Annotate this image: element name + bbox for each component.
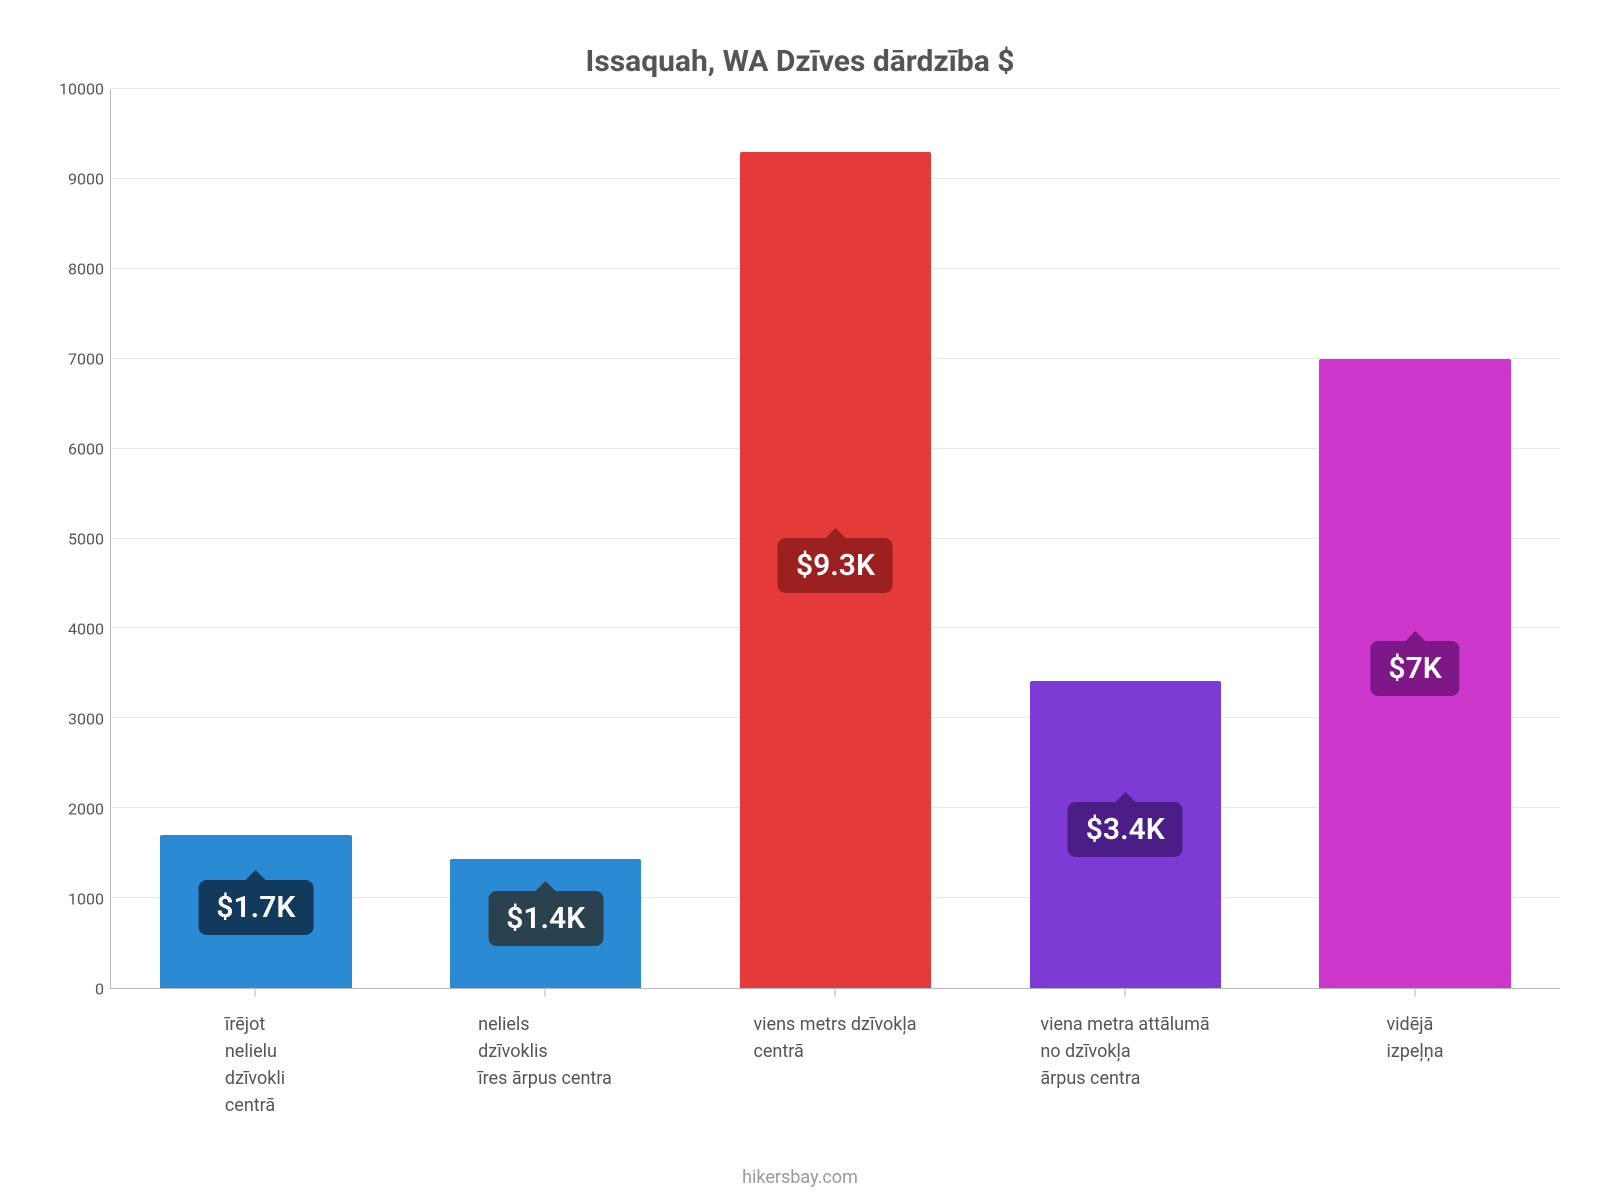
plot-row: 0100020003000400050006000700080009000100… — [40, 89, 1560, 989]
y-tick-label: 5000 — [68, 530, 104, 549]
y-tick-label: 3000 — [68, 710, 104, 729]
x-label-slot: vidējā izpeļņa — [1270, 1011, 1560, 1119]
x-tick — [1125, 989, 1126, 997]
x-axis-label: īrējot nelielu dzīvokli centrā — [217, 1011, 293, 1119]
bars-layer: $1.7K $1.4K $9.3K $3.4K $7K — [111, 89, 1560, 988]
y-tick-label: 6000 — [68, 440, 104, 459]
bar-value-label: $9.3K — [778, 538, 893, 593]
bar-value-label: $1.7K — [198, 880, 313, 935]
y-tick-label: 0 — [95, 980, 104, 999]
bar-slot: $7K — [1270, 89, 1560, 988]
bar: $7K — [1319, 359, 1510, 988]
y-tick-label: 2000 — [68, 800, 104, 819]
chart-container: Issaquah, WA Dzīves dārdzība $ 0 1000 2000… — [0, 0, 1600, 1200]
x-axis-label: vidējā izpeļņa — [1378, 1011, 1451, 1119]
bar-value-label: $3.4K — [1068, 802, 1183, 857]
y-tick-label: 1000 — [68, 890, 104, 909]
y-tick-label: 8000 — [68, 260, 104, 279]
y-tick-label: 7000 — [68, 350, 104, 369]
x-tick — [835, 989, 836, 997]
bar: $3.4K — [1030, 681, 1221, 988]
bar: $9.3K — [740, 152, 931, 988]
x-tick — [1415, 989, 1416, 997]
bar-value-label: $7K — [1370, 641, 1459, 696]
bar-slot: $3.4K — [980, 89, 1270, 988]
x-label-slot: viena metra attālumā no dzīvokļa ārpus c… — [980, 1011, 1270, 1119]
bar: $1.4K — [450, 859, 641, 988]
bar-slot: $1.4K — [401, 89, 691, 988]
chart-footer: hikersbay.com — [40, 1167, 1560, 1188]
x-axis-labels: īrējot nelielu dzīvokli centrā neliels dz… — [110, 989, 1560, 1119]
x-label-slot: viens metrs dzīvokļa centrā — [690, 1011, 980, 1119]
y-tick-label: 10000 — [59, 80, 104, 99]
x-label-slot: īrējot nelielu dzīvokli centrā — [110, 1011, 400, 1119]
y-tick-label: 9000 — [68, 170, 104, 189]
bar-slot: $9.3K — [691, 89, 981, 988]
y-axis: 0100020003000400050006000700080009000100… — [40, 89, 110, 989]
plot-area: $1.7K $1.4K $9.3K $3.4K $7K — [110, 89, 1560, 989]
x-axis-label: viena metra attālumā no dzīvokļa ārpus c… — [1032, 1011, 1217, 1119]
chart-title: Issaquah, WA Dzīves dārdzība $ — [40, 44, 1560, 79]
bar: $1.7K — [160, 835, 351, 988]
x-label-slot: neliels dzīvoklis īres ārpus centra — [400, 1011, 690, 1119]
x-axis-label: neliels dzīvoklis īres ārpus centra — [470, 1011, 620, 1119]
bar-slot: $1.7K — [111, 89, 401, 988]
y-tick-label: 4000 — [68, 620, 104, 639]
x-tick — [255, 989, 256, 997]
bar-value-label: $1.4K — [488, 891, 603, 946]
x-tick — [545, 989, 546, 997]
x-axis-label: viens metrs dzīvokļa centrā — [745, 1011, 924, 1119]
